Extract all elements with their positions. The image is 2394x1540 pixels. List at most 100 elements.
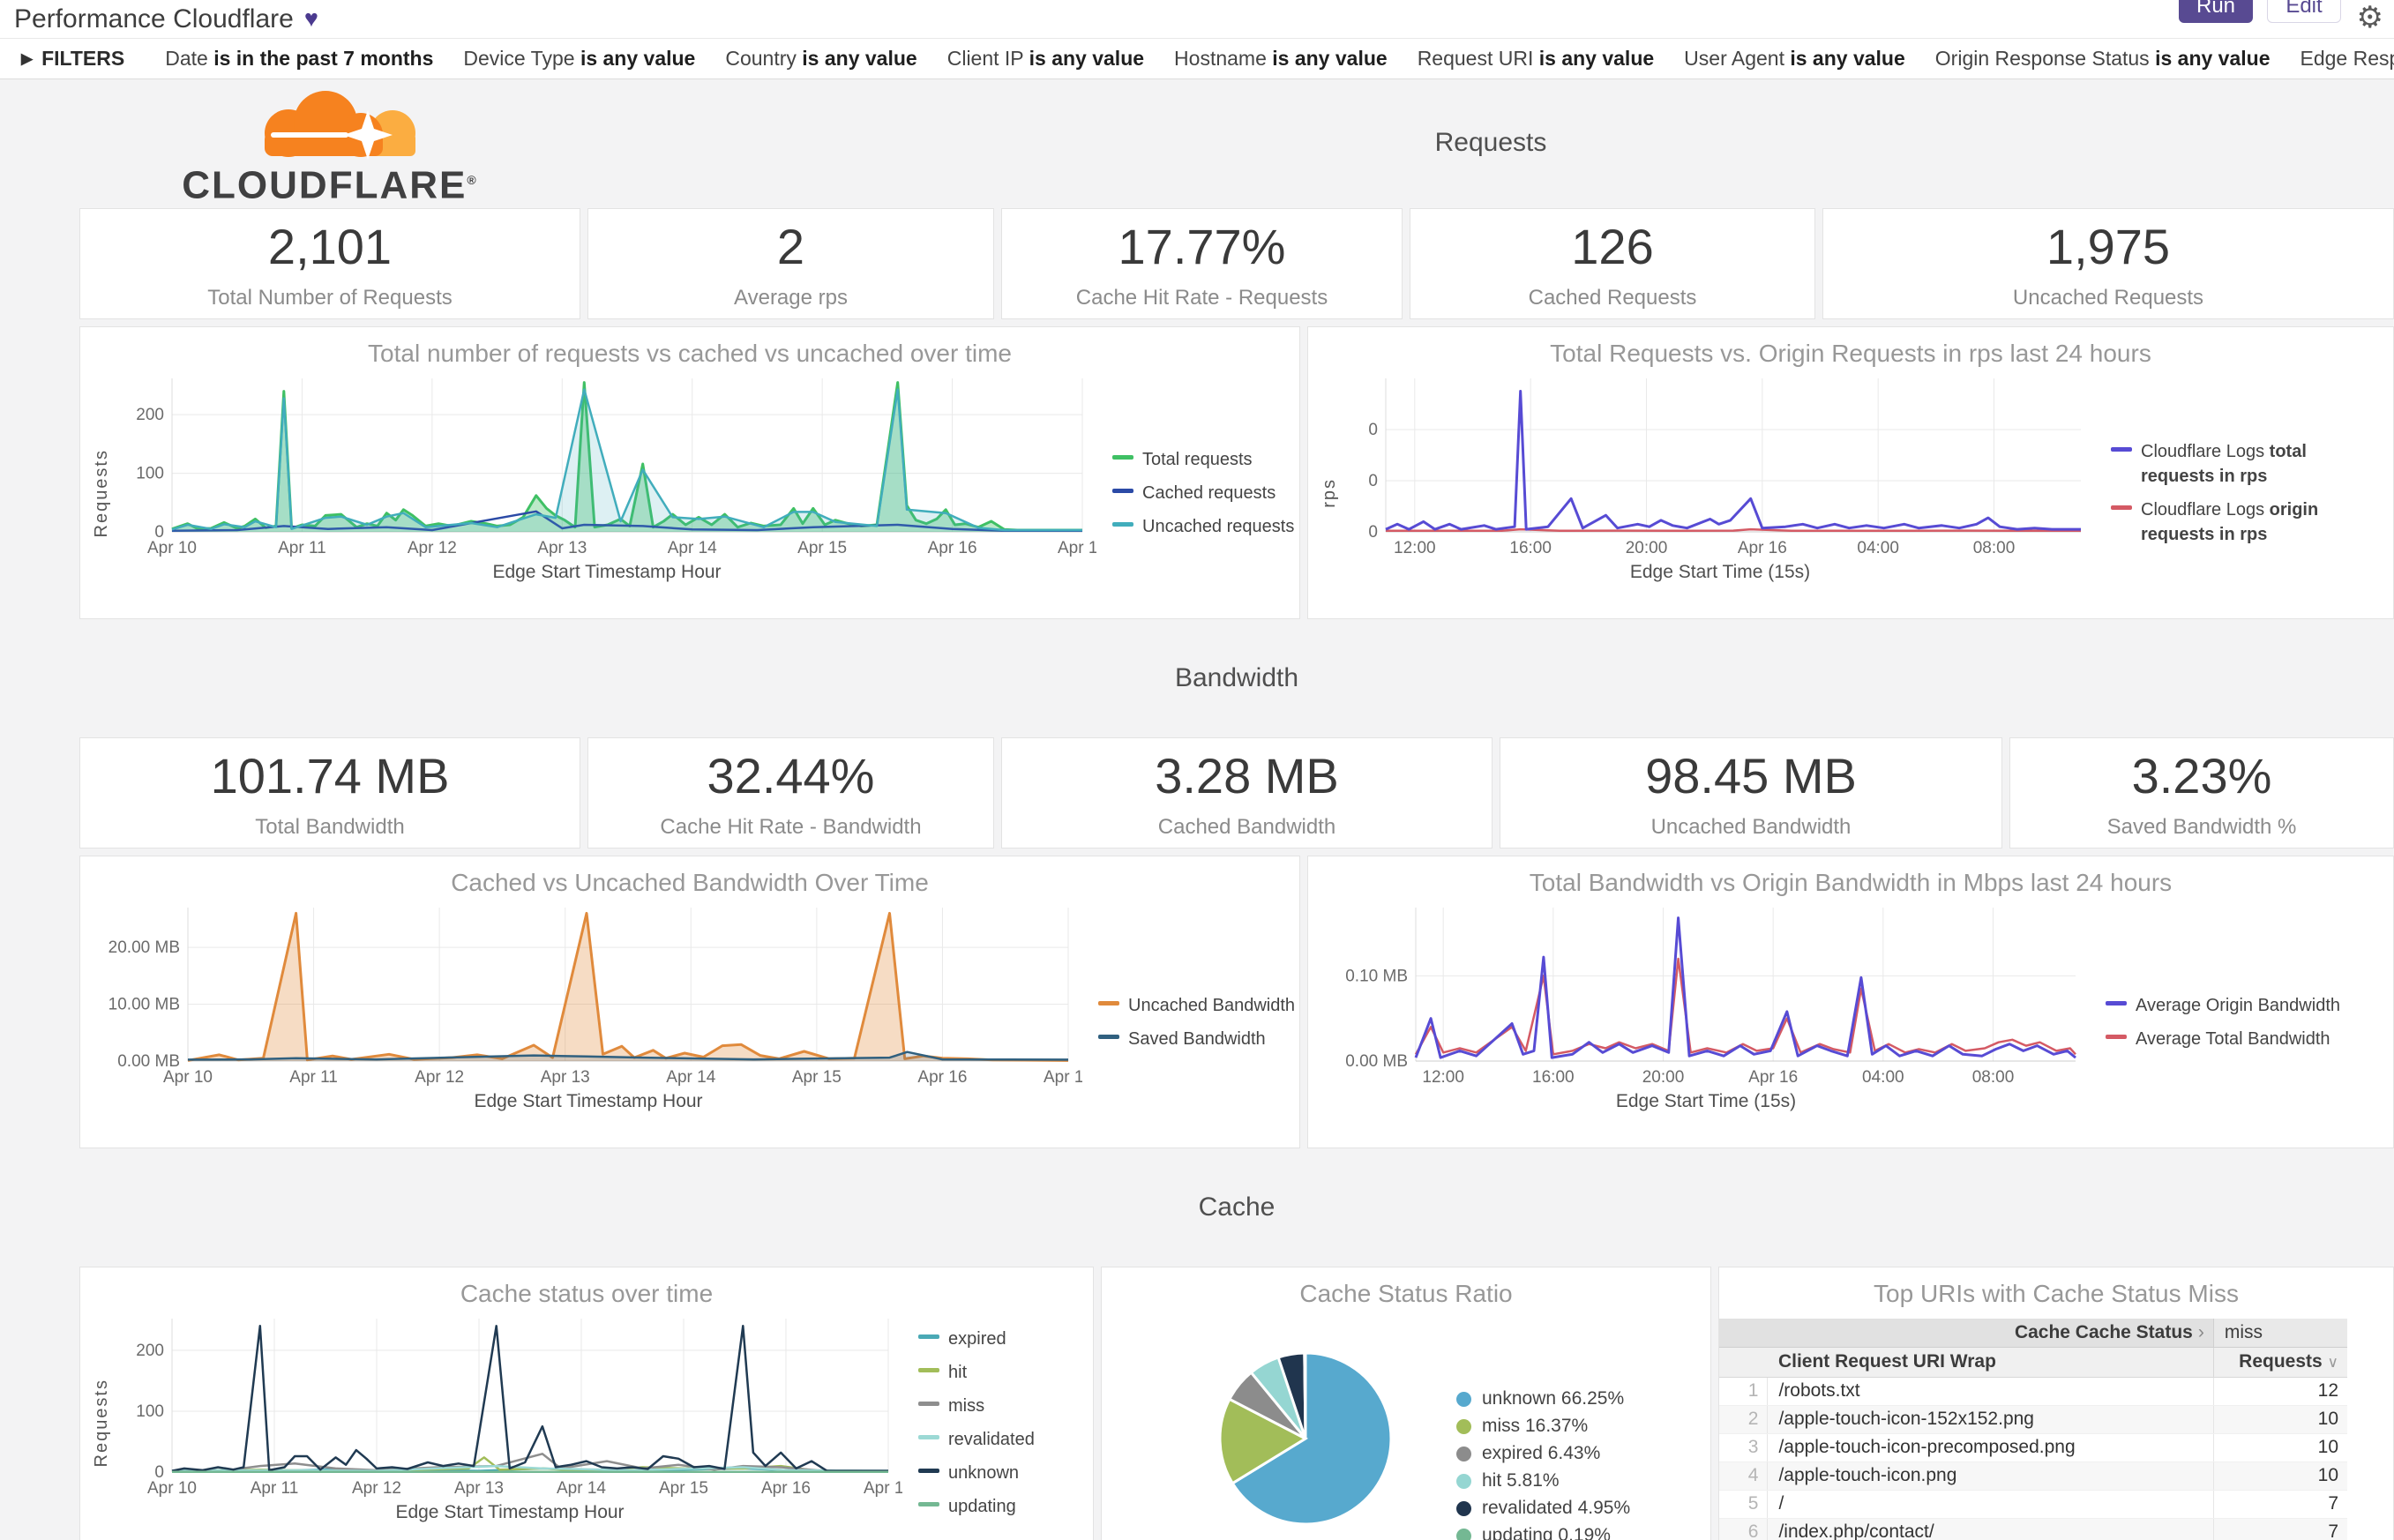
svg-text:0: 0 xyxy=(1368,472,1378,490)
uri-cell[interactable]: /apple-touch-icon.png xyxy=(1767,1462,2214,1491)
kpi-label: Total Bandwidth xyxy=(255,814,405,839)
legend-item[interactable]: revalidated xyxy=(918,1427,1035,1452)
svg-text:Apr 12: Apr 12 xyxy=(352,1479,401,1498)
uri-cell[interactable]: /index.php/contact/ xyxy=(1767,1518,2214,1540)
pie-legend-item[interactable]: updating 0.19% xyxy=(1456,1525,1630,1540)
svg-text:12:00: 12:00 xyxy=(1422,1068,1464,1087)
filter-item[interactable]: Hostname is any value xyxy=(1174,47,1388,70)
series-line xyxy=(1414,957,2076,1056)
legend-swatch xyxy=(1112,489,1133,493)
pie-chart[interactable] xyxy=(1213,1331,1416,1540)
svg-text:200: 200 xyxy=(136,406,164,424)
filter-item[interactable]: Device Type is any value xyxy=(463,47,696,70)
legend-item[interactable]: Total requests xyxy=(1112,447,1294,472)
legend-item[interactable]: Cloudflare Logs total requests in rps xyxy=(2111,439,2353,489)
filter-item[interactable]: Date is in the past 7 months xyxy=(165,47,434,70)
uri-cell[interactable]: / xyxy=(1767,1490,2214,1519)
kpi-value: 101.74 MB xyxy=(210,747,450,804)
svg-text:Apr 14: Apr 14 xyxy=(668,539,717,557)
legend-item[interactable]: Cached requests xyxy=(1112,481,1294,505)
uri-cell[interactable]: /robots.txt xyxy=(1767,1377,2214,1406)
chart-legend: Average Origin Bandwidth Average Total Ba… xyxy=(2090,897,2340,1148)
legend-item[interactable]: Uncached requests xyxy=(1112,514,1294,539)
kpi-label: Uncached Bandwidth xyxy=(1650,814,1852,839)
svg-text:20.00 MB: 20.00 MB xyxy=(108,938,180,957)
svg-text:Apr 12: Apr 12 xyxy=(415,1068,464,1087)
legend-item[interactable]: Average Origin Bandwidth xyxy=(2106,993,2340,1018)
y-axis-title: rps xyxy=(1319,478,1339,508)
legend-dot xyxy=(1456,1418,1471,1434)
uri-cell[interactable]: /apple-touch-icon-precomposed.png xyxy=(1767,1433,2214,1462)
plot-bandwidth-24h[interactable]: 12:00 16:00 20:00 Apr 16 04:00 08:00 0.00 MB 0.… xyxy=(1322,897,2090,1089)
plot-cache-status[interactable]: Apr 10 Apr 11 Apr 12 Apr 13 Apr 14 Apr 15 Apr … xyxy=(117,1308,902,1500)
kpi-label: Uncached Requests xyxy=(2012,285,2204,310)
filter-item[interactable]: Edge Response Status is any value xyxy=(2300,47,2394,70)
legend-item[interactable]: Average Total Bandwidth xyxy=(2106,1027,2340,1051)
pie-legend-item[interactable]: miss 16.37% xyxy=(1456,1416,1630,1437)
requests-cell[interactable]: 7 xyxy=(2212,1490,2347,1519)
filters-toggle[interactable]: ▶ FILTERS xyxy=(21,47,124,71)
requests-cell[interactable]: 12 xyxy=(2212,1377,2347,1406)
svg-text:Apr 16: Apr 16 xyxy=(928,539,977,557)
row-number: 6 xyxy=(1719,1518,1769,1540)
edit-button[interactable]: Edit xyxy=(2267,0,2341,23)
uri-column-header[interactable]: Client Request URI Wrap xyxy=(1767,1347,2214,1378)
requests-column-header[interactable]: Requests ∨ xyxy=(2212,1347,2347,1378)
column-header-row: Client Request URI Wrap Requests ∨ xyxy=(1719,1347,2347,1378)
filter-item[interactable]: Origin Response Status is any value xyxy=(1934,47,2271,70)
plot-requests-over-time[interactable]: Apr 10 Apr 11 Apr 12 Apr 13 Apr 14 Apr 15 Apr … xyxy=(117,368,1096,560)
chevron-right-icon: › xyxy=(2197,1321,2204,1342)
filter-item[interactable]: Request URI is any value xyxy=(1417,47,1655,70)
legend-item[interactable]: expired xyxy=(918,1327,1035,1351)
pie-legend-item[interactable]: unknown 66.25% xyxy=(1456,1388,1630,1409)
plot-rps-24h[interactable]: 12:00 16:00 20:00 Apr 16 04:00 08:00 0 0 0 xyxy=(1345,368,2095,560)
filter-item[interactable]: User Agent is any value xyxy=(1684,47,1905,70)
filter-item[interactable]: Client IP is any value xyxy=(946,47,1145,70)
svg-text:Apr 11: Apr 11 xyxy=(278,539,326,557)
requests-cell[interactable]: 10 xyxy=(2212,1433,2347,1462)
svg-text:Apr 15: Apr 15 xyxy=(659,1479,708,1498)
kpi-value: 1,975 xyxy=(2046,218,2171,274)
table-row: 1/robots.txt 12 xyxy=(1719,1377,2347,1406)
legend-item[interactable]: updating xyxy=(918,1494,1035,1519)
legend-swatch xyxy=(918,1368,939,1372)
requests-cell[interactable]: 10 xyxy=(2212,1405,2347,1434)
requests-cell[interactable]: 10 xyxy=(2212,1462,2347,1491)
pie-legend-item[interactable]: expired 6.43% xyxy=(1456,1443,1630,1464)
plot-bandwidth-over-time[interactable]: Apr 10 Apr 11 Apr 12 Apr 13 Apr 14 Apr 15 Apr … xyxy=(94,897,1082,1089)
filter-item[interactable]: Country is any value xyxy=(725,47,917,70)
pivot-value[interactable]: miss xyxy=(2212,1319,2347,1348)
legend-dot xyxy=(1456,1528,1471,1540)
kpi-uncached-requests: 1,975 Uncached Requests xyxy=(1822,208,2394,319)
legend-item[interactable]: Uncached Bandwidth xyxy=(1098,993,1295,1018)
legend-item[interactable]: unknown xyxy=(918,1461,1035,1485)
legend-item[interactable]: miss xyxy=(918,1394,1035,1418)
svg-text:Apr 13: Apr 13 xyxy=(454,1479,504,1498)
legend-swatch xyxy=(918,1469,939,1473)
run-button[interactable]: Run xyxy=(2179,0,2253,23)
legend-item[interactable]: hit xyxy=(918,1360,1035,1385)
legend-dot xyxy=(1456,1391,1471,1407)
series-line xyxy=(1414,916,2076,1059)
cloudflare-cloud-icon xyxy=(264,90,415,160)
svg-text:Apr 17: Apr 17 xyxy=(1044,1068,1082,1087)
series-line xyxy=(1386,527,2081,533)
pie-slice-unknown[interactable] xyxy=(1231,1351,1393,1526)
svg-text:0.00 MB: 0.00 MB xyxy=(117,1052,180,1071)
svg-text:Apr 10: Apr 10 xyxy=(163,1068,213,1087)
cloudflare-wordmark: CLOUDFLARE® xyxy=(182,163,478,207)
pie-legend-item[interactable]: revalidated 4.95% xyxy=(1456,1498,1630,1519)
uri-cell[interactable]: /apple-touch-icon-152x152.png xyxy=(1767,1405,2214,1434)
legend-item[interactable]: Saved Bandwidth xyxy=(1098,1027,1295,1051)
legend-item[interactable]: Cloudflare Logs origin requests in rps xyxy=(2111,497,2353,547)
svg-text:Apr 13: Apr 13 xyxy=(537,539,587,557)
svg-text:200: 200 xyxy=(136,1342,164,1360)
pie-legend-item[interactable]: hit 5.81% xyxy=(1456,1470,1630,1491)
pie-slice-miss[interactable] xyxy=(1218,1397,1309,1485)
filters-label: FILTERS xyxy=(41,47,125,70)
legend-swatch xyxy=(2106,1035,2127,1039)
requests-cell[interactable]: 7 xyxy=(2212,1518,2347,1540)
gear-icon[interactable]: ⚙ xyxy=(2356,1,2383,34)
legend-swatch xyxy=(1112,455,1133,460)
pivot-header-row: Cache Cache Status › miss xyxy=(1719,1319,2347,1348)
